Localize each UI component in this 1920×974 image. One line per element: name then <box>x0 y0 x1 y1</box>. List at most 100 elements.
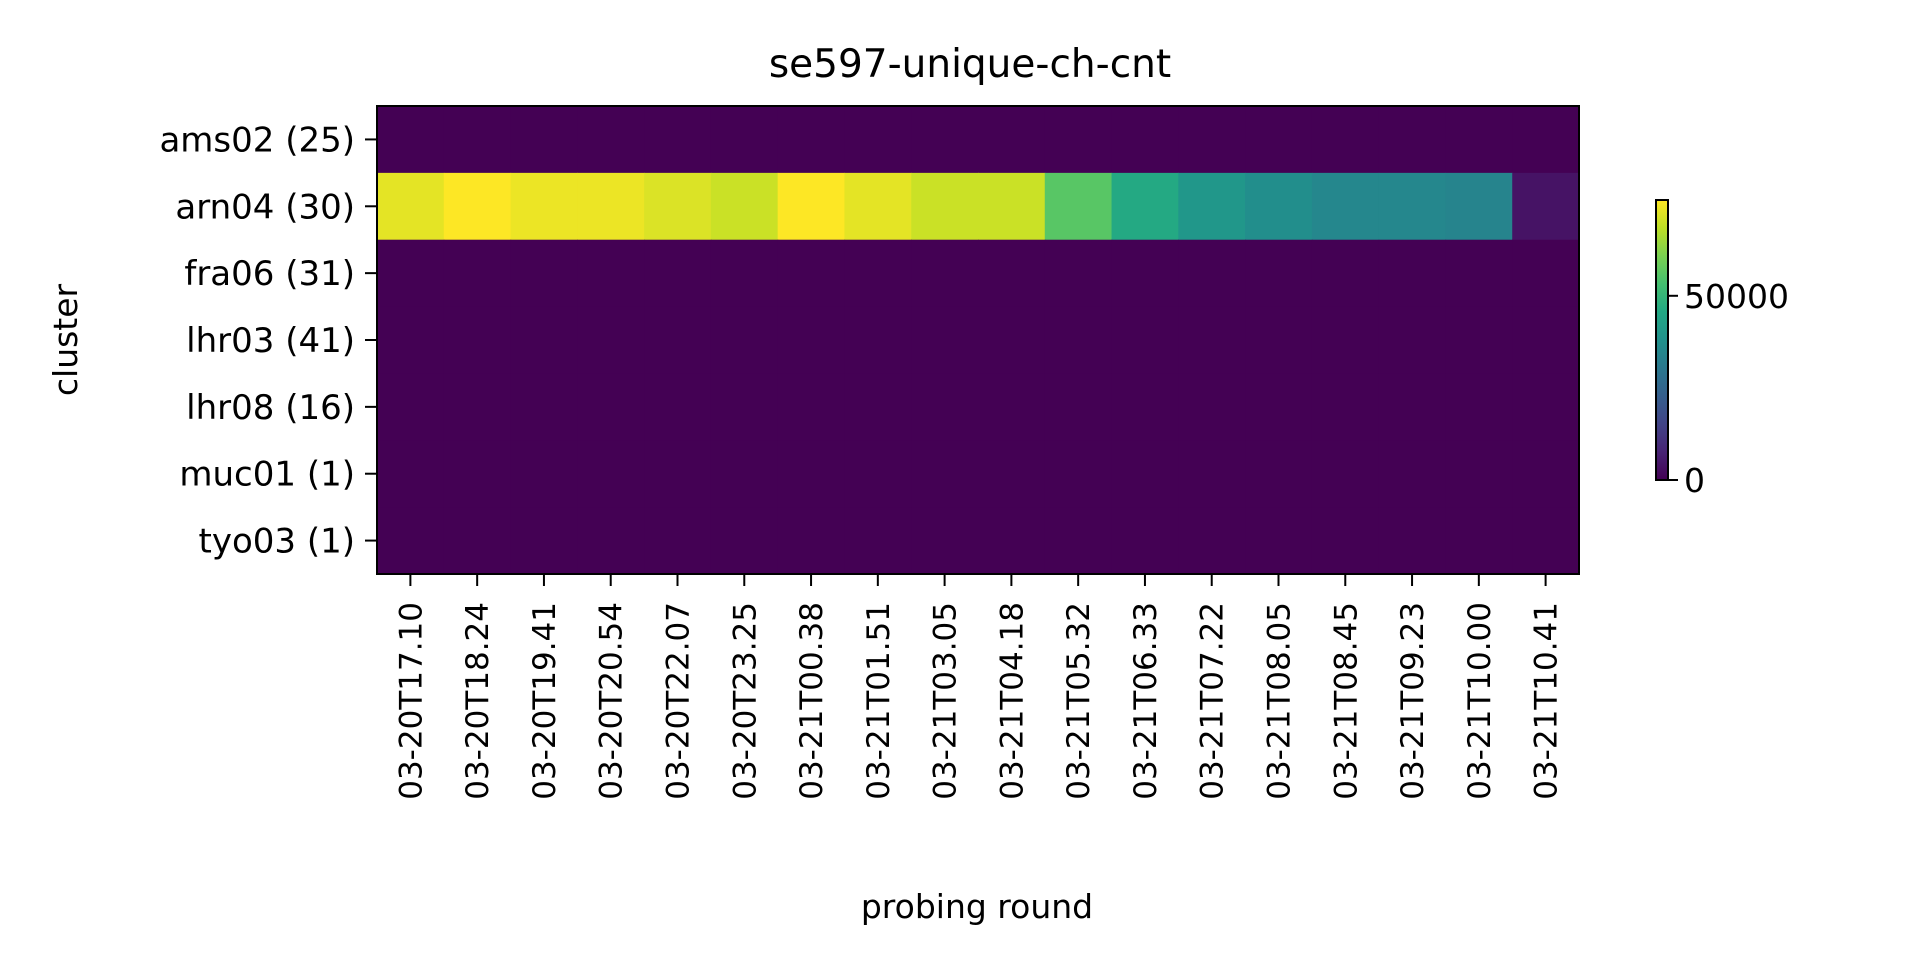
heatmap-cell <box>1512 373 1580 441</box>
heatmap-cell <box>1311 172 1380 241</box>
heatmap-cell <box>777 306 846 375</box>
heatmap-cell <box>1445 106 1513 174</box>
heatmap-cell <box>644 106 712 174</box>
x-tick-label: 03-21T06.33 <box>1128 602 1164 800</box>
x-tick-label: 03-21T08.05 <box>1262 602 1298 800</box>
heatmap-cell <box>377 239 445 308</box>
y-tick-label: tyo03 (1) <box>199 522 356 562</box>
heatmap-cell <box>777 239 846 308</box>
heatmap-cell <box>1445 172 1513 241</box>
heatmap-cell <box>1445 306 1513 375</box>
heatmap-cell <box>1311 507 1380 575</box>
heatmap-cell <box>443 239 512 308</box>
heatmap-cell <box>1178 106 1246 174</box>
y-tick-label: lhr08 (16) <box>186 388 355 428</box>
heatmap-cell <box>510 172 578 241</box>
heatmap-cell <box>1178 373 1246 441</box>
x-tick-label: 03-21T10.41 <box>1529 602 1565 800</box>
colorbar: 0 50000 <box>1655 199 1789 500</box>
heatmap-cell <box>510 106 578 174</box>
x-tick-label: 03-21T08.45 <box>1328 602 1364 800</box>
heatmap-cell <box>978 373 1046 441</box>
heatmap-cell <box>377 507 445 575</box>
heatmap-cell <box>1378 507 1447 575</box>
heatmap-cell <box>978 306 1046 375</box>
heatmap-cell <box>577 239 645 308</box>
heatmap-cell <box>1245 440 1313 508</box>
heatmap-cell <box>777 373 846 441</box>
heatmap-cell <box>1111 172 1179 241</box>
heatmap-cell <box>1245 507 1313 575</box>
heatmap-cell <box>577 306 645 375</box>
heatmap-cell <box>644 440 712 508</box>
heatmap-cells <box>377 106 1580 575</box>
heatmap-cell <box>443 507 512 575</box>
heatmap-cell <box>710 373 779 441</box>
heatmap-cell <box>1111 373 1179 441</box>
heatmap-cell <box>911 172 979 241</box>
heatmap-cell <box>1311 106 1380 174</box>
heatmap-cell <box>1044 373 1113 441</box>
x-tick-label: 03-20T19.41 <box>527 602 563 800</box>
heatmap-cell <box>710 507 779 575</box>
heatmap-cell <box>1178 239 1246 308</box>
x-tick-label: 03-21T09.23 <box>1395 602 1431 800</box>
heatmap-cell <box>710 440 779 508</box>
colorbar-tick-label: 0 <box>1684 461 1705 500</box>
heatmap-cell <box>1044 507 1113 575</box>
heatmap-cell <box>844 507 912 575</box>
heatmap-cell <box>1245 172 1313 241</box>
heatmap-cell <box>911 306 979 375</box>
heatmap-cell <box>978 507 1046 575</box>
heatmap-cell <box>844 440 912 508</box>
heatmap-cell <box>1378 373 1447 441</box>
heatmap-cell <box>644 373 712 441</box>
heatmap-cell <box>911 373 979 441</box>
x-tick-label: 03-21T03.05 <box>928 602 964 800</box>
y-tick-label: fra06 (31) <box>184 254 355 294</box>
y-tick-label: arn04 (30) <box>175 187 355 227</box>
x-tick-label: 03-20T18.24 <box>460 602 496 800</box>
heatmap-cell <box>777 106 846 174</box>
heatmap-cell <box>1512 106 1580 174</box>
heatmap-cell <box>1311 239 1380 308</box>
heatmap-cell <box>777 507 846 575</box>
heatmap-cell <box>710 306 779 375</box>
x-axis: 03-20T17.10 03-20T18.24 03-20T19.41 03-20T2… <box>393 574 1565 800</box>
heatmap-cell <box>710 106 779 174</box>
heatmap-cell <box>644 306 712 375</box>
x-tick-label: 03-21T01.51 <box>861 602 897 800</box>
heatmap-cell <box>1245 239 1313 308</box>
colorbar-tick-label: 50000 <box>1684 277 1789 316</box>
y-tick-label: muc01 (1) <box>179 455 355 495</box>
heatmap-cell <box>1378 239 1447 308</box>
heatmap-cell <box>1044 106 1113 174</box>
heatmap-cell <box>710 172 779 241</box>
heatmap-cell <box>1178 440 1246 508</box>
heatmap-cell <box>577 106 645 174</box>
heatmap-cell <box>644 172 712 241</box>
heatmap-cell <box>978 440 1046 508</box>
heatmap-cell <box>1311 440 1380 508</box>
heatmap-cell <box>1512 306 1580 375</box>
heatmap-cell <box>1044 440 1113 508</box>
heatmap-cell <box>844 239 912 308</box>
heatmap-cell <box>1245 373 1313 441</box>
chart-title: se597-unique-ch-cnt <box>769 42 1171 87</box>
heatmap-cell <box>377 306 445 375</box>
y-tick-label: lhr03 (41) <box>186 321 355 361</box>
heatmap-cell <box>577 440 645 508</box>
x-tick-label: 03-21T04.18 <box>994 602 1030 800</box>
heatmap-cell <box>443 373 512 441</box>
heatmap-cell <box>510 440 578 508</box>
x-tick-label: 03-21T10.00 <box>1462 602 1498 800</box>
heatmap-cell <box>644 507 712 575</box>
heatmap-cell <box>443 106 512 174</box>
heatmap-cell <box>577 172 645 241</box>
heatmap-cell <box>777 440 846 508</box>
heatmap-cell <box>844 106 912 174</box>
heatmap-cell <box>377 440 445 508</box>
heatmap-cell <box>1111 306 1179 375</box>
